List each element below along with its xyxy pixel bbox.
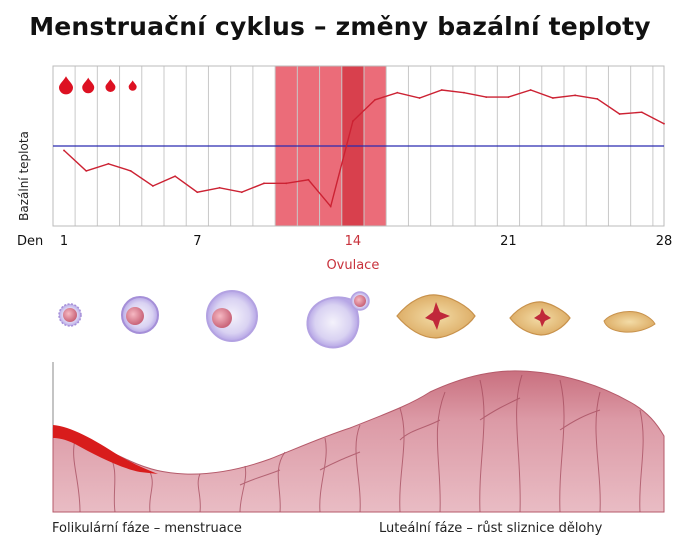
temperature-point xyxy=(529,89,532,91)
menstruation-markers xyxy=(59,76,137,95)
ovulation-follicle-icon xyxy=(306,291,370,349)
temperature-point xyxy=(507,96,510,99)
page-title: Menstruační cyklus – změny bazální teplo… xyxy=(29,12,651,41)
temperature-point xyxy=(618,113,621,115)
temperature-point xyxy=(463,91,465,94)
ovulation-label: Ovulace xyxy=(326,258,379,273)
menstrual-blood-shape xyxy=(53,425,158,474)
temperature-point xyxy=(574,94,577,97)
x-tick-labels: 1 7 14 21 28 xyxy=(60,234,672,249)
x-tick-label: 1 xyxy=(60,234,68,249)
temperature-point xyxy=(596,97,599,100)
x-tick-label: 7 xyxy=(193,234,201,249)
secondary-follicle-icon xyxy=(206,290,258,342)
temperature-point xyxy=(640,111,643,114)
temperature-point xyxy=(351,120,354,123)
corpus-albicans-icon xyxy=(603,311,656,333)
temperature-point xyxy=(440,89,443,91)
x-tick-label: 14 xyxy=(345,234,362,249)
temperature-point xyxy=(263,182,265,185)
corpus-luteum-regressing-icon xyxy=(509,301,571,336)
luteal-phase-label: Luteální fáze – růst sliznice dělohy xyxy=(379,521,603,536)
primary-follicle-icon xyxy=(121,296,159,334)
temperature-point xyxy=(129,169,132,172)
temperature-point xyxy=(285,182,288,185)
primordial-follicle-icon xyxy=(58,303,82,327)
y-axis-label: Bazální teplota xyxy=(17,131,31,221)
x-axis-label: Den xyxy=(17,234,43,249)
temperature-series-line xyxy=(63,89,665,208)
temperature-point xyxy=(196,191,199,194)
follicular-phase-label: Folikulární fáze – menstruace xyxy=(52,521,242,536)
x-tick-label: 21 xyxy=(500,234,517,249)
corpus-luteum-icon xyxy=(396,294,476,339)
temperature-point xyxy=(218,186,221,189)
blood-drop-icon xyxy=(59,76,73,95)
temperature-point xyxy=(85,169,88,172)
temperature-point xyxy=(151,185,154,187)
temperature-point xyxy=(63,149,65,152)
temperature-point xyxy=(663,122,665,125)
blood-drop-icon xyxy=(128,80,137,91)
temperature-point xyxy=(329,205,332,208)
blood-drop-icon xyxy=(82,77,95,94)
temperature-point xyxy=(418,97,421,99)
x-tick-label: 28 xyxy=(656,234,673,249)
temperature-point xyxy=(107,162,110,165)
temperature-point xyxy=(485,96,488,99)
temperature-point xyxy=(374,98,377,101)
endometrium-illustration xyxy=(52,362,665,513)
temperature-point xyxy=(307,178,310,181)
temperature-point xyxy=(240,191,243,194)
temperature-point xyxy=(396,91,399,94)
temperature-point xyxy=(174,175,177,178)
blood-drop-icon xyxy=(105,79,116,92)
temperature-point xyxy=(551,97,554,99)
basal-temperature-chart: Bazální teplota Den 1 7 14 21 28 Ovulace xyxy=(17,65,672,273)
